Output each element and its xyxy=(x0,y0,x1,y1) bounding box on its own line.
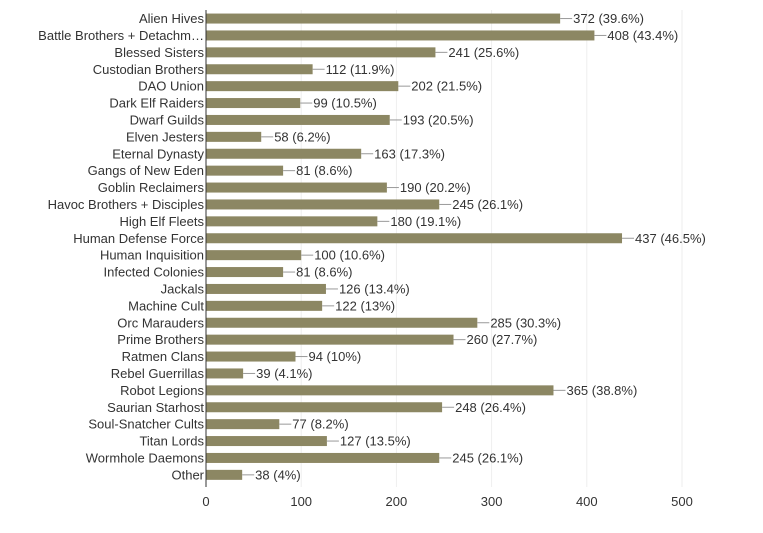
bar xyxy=(206,13,561,24)
data-label: 365 (38.8%) xyxy=(566,383,637,398)
bar xyxy=(206,368,244,379)
bar xyxy=(206,267,284,278)
category-label: DAO Union xyxy=(138,79,204,94)
data-label: 245 (26.1%) xyxy=(452,197,523,212)
data-label: 38 (4%) xyxy=(255,467,301,482)
category-label: Blessed Sisters xyxy=(114,45,204,60)
data-label: 193 (20.5%) xyxy=(403,112,474,127)
bar xyxy=(206,385,554,396)
category-labels: Alien Hives Battle Brothers + Detachm… Ble… xyxy=(38,11,204,482)
data-label: 408 (43.4%) xyxy=(607,28,678,43)
data-label: 245 (26.1%) xyxy=(452,450,523,465)
data-label: 122 (13%) xyxy=(335,298,395,313)
category-label: Orc Marauders xyxy=(117,315,204,330)
category-label: Eternal Dynasty xyxy=(112,146,204,161)
x-tick-label: 0 xyxy=(202,494,209,509)
bar xyxy=(206,47,436,58)
category-label: Dark Elf Raiders xyxy=(109,96,204,111)
data-label: 127 (13.5%) xyxy=(340,434,411,449)
bar xyxy=(206,131,262,142)
bar xyxy=(206,114,390,125)
x-axis-ticks: 0 100 200 300 400 500 xyxy=(202,494,692,509)
x-tick-label: 300 xyxy=(481,494,503,509)
data-label: 437 (46.5%) xyxy=(635,231,706,246)
category-label: Human Defense Force xyxy=(73,231,204,246)
data-label: 202 (21.5%) xyxy=(411,79,482,94)
data-label: 39 (4.1%) xyxy=(256,366,312,381)
data-label: 190 (20.2%) xyxy=(400,180,471,195)
data-label: 100 (10.6%) xyxy=(314,248,385,263)
bar xyxy=(206,283,326,294)
x-tick-label: 200 xyxy=(386,494,408,509)
bar xyxy=(206,233,623,244)
data-label: 372 (39.6%) xyxy=(573,11,644,26)
category-label: Human Inquisition xyxy=(100,248,204,263)
category-label: Dwarf Guilds xyxy=(130,112,205,127)
category-label: Soul-Snatcher Cults xyxy=(88,417,204,432)
x-tick-label: 100 xyxy=(290,494,312,509)
category-label: Gangs of New Eden xyxy=(88,163,204,178)
data-label: 241 (25.6%) xyxy=(448,45,519,60)
data-label: 180 (19.1%) xyxy=(390,214,461,229)
bar xyxy=(206,469,243,480)
category-label: Elven Jesters xyxy=(126,129,205,144)
data-label: 260 (27.7%) xyxy=(467,332,538,347)
category-label: Wormhole Daemons xyxy=(86,450,205,465)
x-tick-label: 400 xyxy=(576,494,598,509)
data-label: 81 (8.6%) xyxy=(296,265,352,280)
bar xyxy=(206,317,478,328)
data-labels: 372 (39.6%) 408 (43.4%) 241 (25.6%) 112 (11… xyxy=(242,11,706,482)
data-label: 163 (17.3%) xyxy=(374,146,445,161)
bar xyxy=(206,148,362,159)
category-label: Other xyxy=(171,467,204,482)
category-label: Infected Colonies xyxy=(104,265,205,280)
data-label: 112 (11.9%) xyxy=(326,62,395,77)
bar xyxy=(206,64,313,75)
category-label: Havoc Brothers + Disciples xyxy=(48,197,205,212)
category-label: Rebel Guerrillas xyxy=(111,366,205,381)
bar xyxy=(206,436,327,447)
category-label: Saurian Starhost xyxy=(107,400,204,415)
bar xyxy=(206,300,323,311)
data-label: 94 (10%) xyxy=(308,349,361,364)
category-label: Goblin Reclaimers xyxy=(98,180,205,195)
category-label: Alien Hives xyxy=(139,11,205,26)
bar xyxy=(206,250,302,261)
bar xyxy=(206,98,301,109)
category-label: Prime Brothers xyxy=(117,332,204,347)
bar xyxy=(206,199,440,210)
bar xyxy=(206,402,443,413)
bar xyxy=(206,452,440,463)
category-label: Custodian Brothers xyxy=(93,62,205,77)
data-label: 81 (8.6%) xyxy=(296,163,352,178)
data-label: 77 (8.2%) xyxy=(292,417,348,432)
category-label: High Elf Fleets xyxy=(119,214,204,229)
bar xyxy=(206,351,296,362)
data-label: 248 (26.4%) xyxy=(455,400,526,415)
category-label: Battle Brothers + Detachm… xyxy=(38,28,204,43)
bar xyxy=(206,30,595,41)
category-label: Ratmen Clans xyxy=(122,349,205,364)
bars xyxy=(206,13,623,480)
category-label: Machine Cult xyxy=(128,298,204,313)
bar xyxy=(206,334,454,345)
data-label: 99 (10.5%) xyxy=(313,96,377,111)
bar xyxy=(206,165,284,176)
bar xyxy=(206,182,387,193)
data-label: 126 (13.4%) xyxy=(339,281,410,296)
data-label: 58 (6.2%) xyxy=(274,129,330,144)
category-label: Titan Lords xyxy=(139,434,204,449)
x-tick-label: 500 xyxy=(671,494,693,509)
bar xyxy=(206,419,280,430)
bar xyxy=(206,216,378,227)
bar xyxy=(206,81,399,92)
category-label: Robot Legions xyxy=(120,383,204,398)
category-label: Jackals xyxy=(161,281,205,296)
data-label: 285 (30.3%) xyxy=(490,315,561,330)
